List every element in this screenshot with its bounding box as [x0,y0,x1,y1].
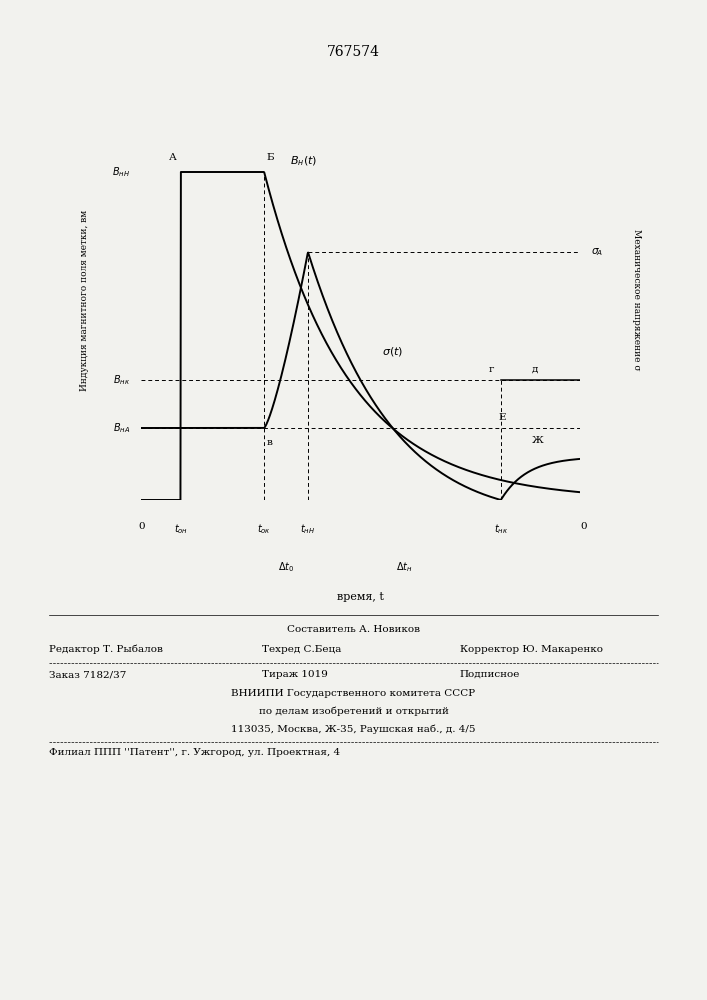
Text: Техред С.Беца: Техред С.Беца [262,645,341,654]
Text: 0: 0 [138,522,145,531]
Text: Подписное: Подписное [460,670,520,679]
Text: $t_{нк}$: $t_{нк}$ [493,522,508,536]
Text: Индукция магнитного поля метки, вм: Индукция магнитного поля метки, вм [80,209,89,391]
Text: Е: Е [498,413,506,422]
Text: ВНИИПИ Государственного комитета СССР: ВНИИПИ Государственного комитета СССР [231,689,476,698]
Text: $B_{нН}$: $B_{нН}$ [112,165,131,179]
Text: А: А [168,153,177,162]
Text: д: д [532,365,538,374]
Text: 767574: 767574 [327,45,380,59]
Text: $\Delta t_н$: $\Delta t_н$ [396,560,413,574]
Text: 0: 0 [581,522,588,531]
Text: Корректор Ю. Макаренко: Корректор Ю. Макаренко [460,645,602,654]
Text: $B_н(t)$: $B_н(t)$ [291,154,317,168]
Text: 113035, Москва, Ж-35, Раушская наб., д. 4/5: 113035, Москва, Ж-35, Раушская наб., д. … [231,725,476,734]
Text: $t_{он}$: $t_{он}$ [174,522,188,536]
Text: Редактор Т. Рыбалов: Редактор Т. Рыбалов [49,645,163,654]
Text: в: в [267,438,272,447]
Text: $t_{нН}$: $t_{нН}$ [300,522,315,536]
Text: Составитель А. Новиков: Составитель А. Новиков [287,625,420,634]
Text: Заказ 7182/37: Заказ 7182/37 [49,670,127,679]
Text: $\Delta t_0$: $\Delta t_0$ [278,560,294,574]
Text: $t_{ок}$: $t_{ок}$ [257,522,271,536]
Text: $B_{нА}$: $B_{нА}$ [113,421,131,435]
Text: Механическое напряжение σ: Механическое напряжение σ [632,229,641,371]
Text: Тираж 1019: Тираж 1019 [262,670,327,679]
Text: $\sigma_{\!А}$: $\sigma_{\!А}$ [591,246,602,258]
Text: г: г [489,365,494,374]
Text: $\sigma(t)$: $\sigma(t)$ [382,346,404,359]
Text: Б: Б [267,153,274,162]
Text: по делам изобретений и открытий: по делам изобретений и открытий [259,707,448,716]
Text: Ж: Ж [532,436,543,445]
Text: Филиал ППП ''Патент'', г. Ужгород, ул. Проектная, 4: Филиал ППП ''Патент'', г. Ужгород, ул. П… [49,748,341,757]
Text: $B_{нк}$: $B_{нк}$ [113,373,131,387]
Text: время, t: время, t [337,592,384,602]
